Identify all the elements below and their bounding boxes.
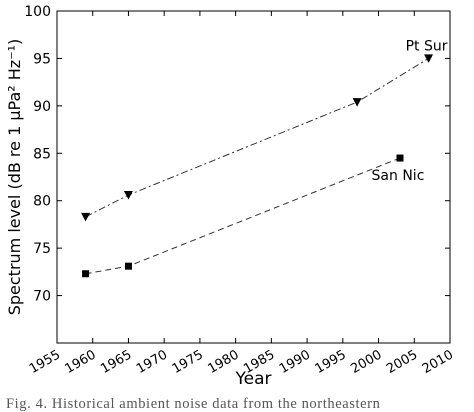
data-point-triangle bbox=[81, 212, 91, 222]
y-tick-label: 85 bbox=[33, 146, 51, 162]
data-point-square bbox=[124, 262, 132, 270]
figure-caption: Fig. 4. Historical ambient noise data fr… bbox=[6, 396, 381, 412]
x-tick-label: 2005 bbox=[384, 347, 420, 377]
series-line bbox=[85, 157, 401, 275]
data-point-square bbox=[82, 270, 90, 278]
plot-layer: 1955 1960 1965 1970 1975 1980 1985 1990 1995 2000… bbox=[5, 4, 456, 389]
y-tick-label: 90 bbox=[33, 99, 51, 115]
x-tick-label: 1960 bbox=[63, 347, 99, 377]
series-label: San Nic bbox=[372, 168, 425, 184]
plot-frame bbox=[56, 10, 451, 344]
data-point-triangle bbox=[123, 191, 133, 200]
x-axis-label: Year bbox=[235, 369, 272, 389]
y-tick-label: 70 bbox=[33, 289, 51, 305]
data-point-square bbox=[396, 154, 404, 162]
series-label: Pt Sur bbox=[406, 38, 448, 54]
y-axis-label: Spectrum level (dB re 1 μPa² Hz⁻¹) bbox=[5, 39, 24, 316]
x-tick-label: 1995 bbox=[313, 347, 349, 377]
x-tick-label: 2000 bbox=[348, 347, 384, 377]
data-point-triangle bbox=[352, 98, 362, 107]
data-point-triangle bbox=[424, 54, 434, 63]
series-line bbox=[85, 58, 429, 218]
y-tick-label: 95 bbox=[33, 51, 51, 67]
x-tick-label: 1955 bbox=[27, 347, 63, 377]
x-tick-label: 1970 bbox=[134, 347, 170, 377]
x-tick-label: 1990 bbox=[277, 347, 313, 377]
y-tick-label: 75 bbox=[33, 241, 51, 257]
y-tick-label: 100 bbox=[24, 4, 51, 20]
x-tick-label: 1975 bbox=[170, 347, 206, 377]
x-tick-label: 1965 bbox=[98, 347, 134, 377]
y-tick-label: 80 bbox=[33, 194, 51, 210]
x-tick-label: 2010 bbox=[420, 347, 456, 377]
